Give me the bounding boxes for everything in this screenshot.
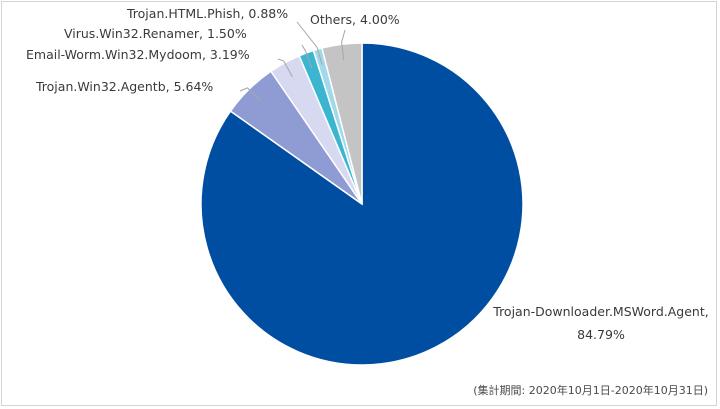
slice-label: Trojan.HTML.Phish, 0.88% — [126, 6, 288, 21]
slice-label: Trojan-Downloader.MSWord.Agent, 84.79% — [492, 304, 708, 342]
pie-slices — [201, 43, 523, 365]
period-note: (集計期間: 2020年10月1日-2020年10月31日) — [473, 383, 708, 397]
slice-label: Others, 4.00% — [310, 12, 400, 27]
slice-label: Virus.Win32.Renamer, 1.50% — [64, 26, 247, 41]
slice-label: Trojan.Win32.Agentb, 5.64% — [35, 79, 213, 94]
slice-label: Email-Worm.Win32.Mydoom, 3.19% — [26, 47, 250, 62]
